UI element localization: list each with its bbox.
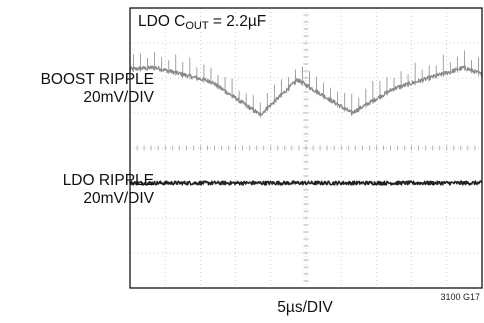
series-trace-1 — [129, 180, 483, 186]
series-spikes-0 — [133, 50, 479, 118]
series-label-boost-name: BOOST RIPPLE — [40, 71, 154, 88]
chart-title: LDO COUT = 2.2µF — [138, 13, 266, 32]
figure-id: 3100 G17 — [440, 292, 480, 302]
series-label-ldo-scale: 20mV/DIV — [83, 190, 154, 207]
title-suffix: = 2.2µF — [208, 13, 267, 30]
series-trace-0 — [129, 64, 483, 116]
series-label-ldo-name: LDO RIPPLE — [62, 172, 154, 189]
plot-frame — [129, 7, 483, 289]
series-label-boost: BOOST RIPPLE 20mV/DIV — [41, 71, 154, 107]
series-label-ldo: LDO RIPPLE 20mV/DIV — [63, 172, 154, 208]
plot-traces — [129, 50, 483, 186]
x-axis-label: 5µs/DIV — [277, 299, 333, 316]
series-label-boost-scale: 20mV/DIV — [83, 89, 154, 106]
plot-grid — [129, 7, 483, 289]
title-subscript: OUT — [185, 20, 209, 32]
title-prefix: LDO C — [138, 13, 186, 30]
